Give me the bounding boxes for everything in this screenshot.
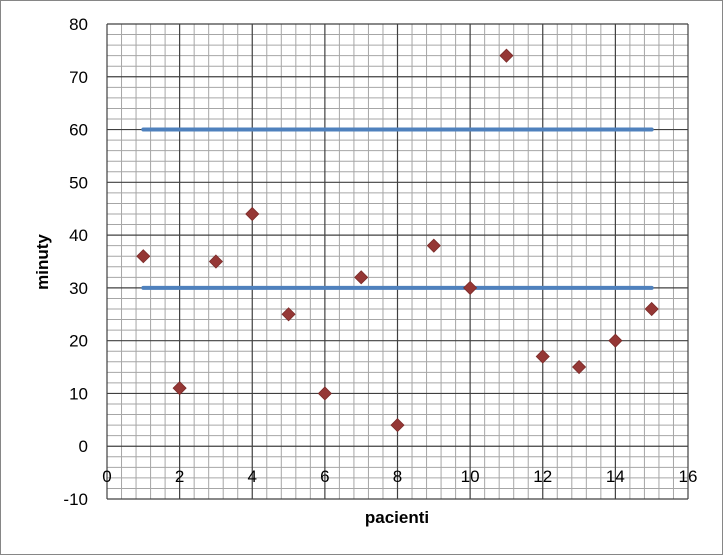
data-point-marker <box>172 381 187 396</box>
data-point-marker <box>245 206 260 222</box>
y-tick-label: 0 <box>79 437 88 456</box>
x-tick-label: 4 <box>248 467 257 486</box>
y-tick-label: 70 <box>69 68 88 87</box>
y-axis-tick-labels: -10 0 10 20 30 40 50 60 70 80 <box>63 15 88 509</box>
y-axis-title: minuty <box>33 234 52 290</box>
data-point-marker <box>208 254 224 269</box>
data-point-marker <box>535 349 550 364</box>
data-point-marker <box>463 280 478 295</box>
x-axis-title: pacienti <box>365 508 429 527</box>
y-tick-label: 20 <box>69 332 88 351</box>
data-point-marker <box>281 307 296 322</box>
y-tick-label: 60 <box>69 121 88 140</box>
x-tick-label: 0 <box>102 467 111 486</box>
x-tick-label: 10 <box>461 467 480 486</box>
x-tick-label: 2 <box>175 467 184 486</box>
data-point-marker <box>317 386 332 401</box>
data-point-marker <box>571 359 587 375</box>
x-tick-label: 16 <box>679 467 698 486</box>
plot-series <box>136 48 659 433</box>
y-tick-label: -10 <box>63 490 88 509</box>
y-tick-label: 30 <box>69 279 88 298</box>
data-point-marker <box>136 249 151 264</box>
x-axis-tick-labels: 0 2 4 6 8 10 12 14 16 <box>102 467 697 486</box>
x-tick-label: 12 <box>533 467 552 486</box>
x-tick-label: 8 <box>393 467 402 486</box>
data-point-marker <box>499 48 514 63</box>
data-point-marker <box>608 333 623 348</box>
gridlines <box>106 23 689 500</box>
data-point-marker <box>390 418 405 433</box>
y-tick-label: 10 <box>69 384 88 403</box>
data-point-marker <box>354 270 369 285</box>
data-point-marker <box>426 238 441 253</box>
y-tick-label: 50 <box>69 173 88 192</box>
y-tick-label: 80 <box>69 15 88 34</box>
data-point-marker <box>644 301 659 317</box>
y-tick-label: 40 <box>69 226 88 245</box>
x-tick-label: 6 <box>320 467 329 486</box>
x-tick-label: 14 <box>606 467 625 486</box>
